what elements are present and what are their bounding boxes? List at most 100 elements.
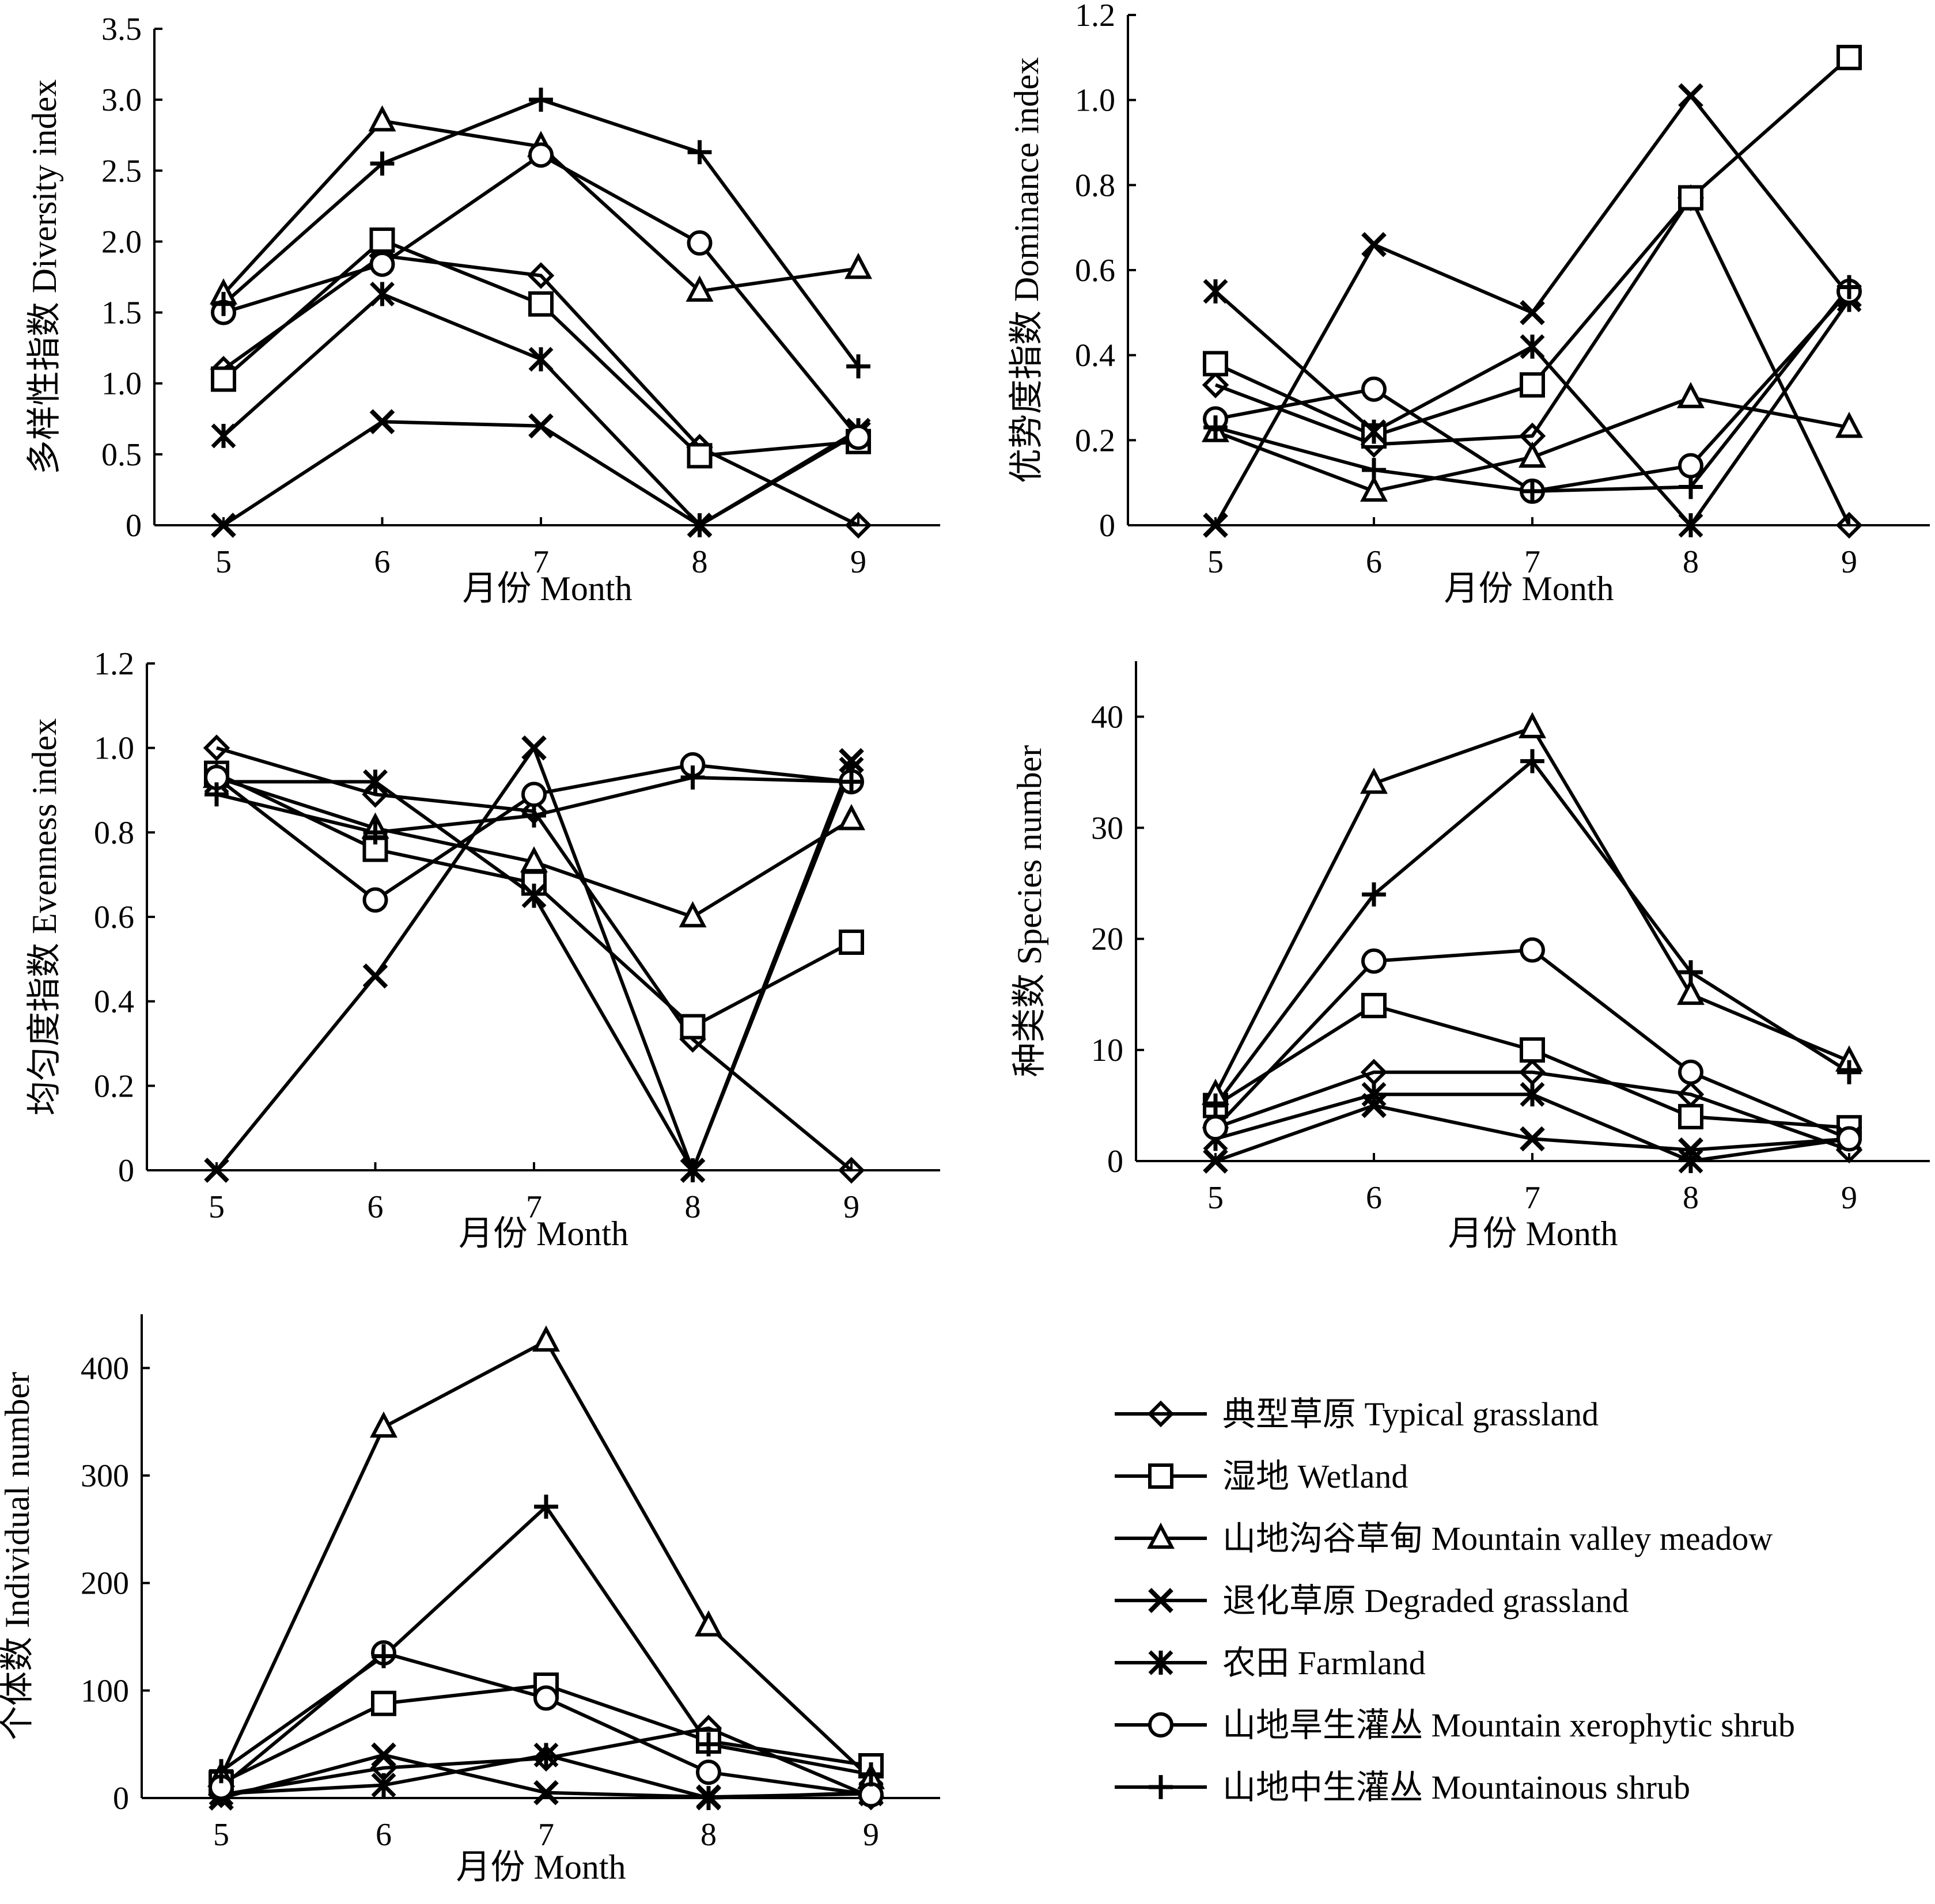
x-tick-label: 7	[526, 1189, 542, 1225]
triangle-marker	[1147, 1522, 1175, 1549]
series-points-plus	[211, 88, 870, 379]
plus-marker	[209, 1759, 233, 1784]
triangle-marker	[1360, 475, 1388, 502]
circle-marker	[1361, 948, 1387, 974]
series-line-square	[1214, 1003, 1850, 1130]
square-marker	[1520, 372, 1545, 398]
series-points-plus	[1203, 275, 1861, 503]
square-marker	[371, 1690, 396, 1716]
plus-marker	[1837, 275, 1861, 299]
plus-marker	[1203, 415, 1228, 440]
x-tick-label: 6	[376, 1817, 392, 1853]
square-marker	[839, 930, 864, 955]
legend-item-x: 退化草原 Degraded grassland	[1115, 1582, 1629, 1619]
x-marker	[1203, 513, 1228, 538]
y-tick-label: 3.5	[101, 12, 142, 47]
x-tick-label: 8	[1683, 1180, 1699, 1216]
square-marker	[1148, 1463, 1173, 1489]
x-marker	[1148, 1588, 1173, 1613]
square-marker	[687, 443, 713, 469]
x-marker	[528, 413, 554, 439]
series-points-triangle	[207, 1325, 885, 1789]
plus-marker	[859, 1762, 883, 1787]
legend-label: 退化草原 Degraded grassland	[1222, 1582, 1629, 1619]
plus-marker	[687, 140, 712, 165]
y-tick-label: 1.0	[94, 731, 134, 767]
series-points-circle	[209, 1640, 884, 1808]
y-tick-label: 0.4	[94, 984, 134, 1020]
y-tick-label: 200	[81, 1566, 129, 1602]
y-tick-label: 400	[81, 1351, 129, 1386]
circle-marker	[1203, 1115, 1228, 1141]
y-axis-title: 多样性指数 Diversity index	[25, 79, 63, 475]
x-tick-label: 9	[1841, 544, 1857, 580]
series-points-diamond	[210, 242, 872, 539]
y-tick-label: 0.4	[1075, 338, 1115, 374]
y-tick-label: 0.6	[1075, 253, 1115, 289]
x-marker	[211, 513, 236, 538]
x-axis-title: 月份 Month	[1444, 570, 1614, 608]
x-axis-title: 月份 Month	[456, 1848, 626, 1886]
x-tick-label: 9	[850, 544, 866, 580]
square-marker	[1520, 1037, 1545, 1063]
series-points-asterisk	[211, 282, 871, 538]
x-tick-label: 5	[1207, 1180, 1224, 1216]
y-tick-label: 0	[126, 508, 142, 544]
plus-marker	[1679, 960, 1703, 984]
square-marker	[1361, 992, 1387, 1018]
x-marker	[533, 1780, 559, 1806]
diamond-marker	[1835, 511, 1863, 539]
triangle-marker	[368, 105, 396, 132]
x-marker	[1678, 83, 1703, 109]
y-tick-label: 2.5	[101, 153, 142, 189]
x-tick-label: 5	[215, 544, 232, 580]
series-points-plus	[1203, 749, 1861, 1118]
plus-marker	[529, 88, 553, 112]
asterisk-marker	[687, 513, 712, 538]
x-marker	[1361, 232, 1387, 257]
plus-marker	[522, 803, 546, 828]
square-marker	[1836, 44, 1862, 70]
chart-panel-4: 0 10 20 30 40 5 6 7 8 9 月份 Month 种类数 Species number	[1010, 661, 1930, 1253]
triangle-marker	[1519, 441, 1546, 468]
diamond-marker	[1147, 1400, 1175, 1428]
legend-label: 山地旱生灌丛 Mountain xerophytic shrub	[1222, 1706, 1795, 1744]
y-tick-label: 300	[81, 1458, 129, 1494]
x-tick-label: 8	[685, 1189, 701, 1225]
series-points-triangle	[210, 105, 872, 305]
plus-marker	[680, 765, 705, 790]
plus-marker	[1149, 1775, 1173, 1799]
x-tick-label: 5	[213, 1817, 229, 1853]
asterisk-marker	[533, 1742, 559, 1768]
x-marker	[362, 963, 388, 989]
triangle-marker	[845, 252, 872, 279]
asterisk-marker	[1148, 1650, 1173, 1675]
series-points-x	[1203, 83, 1862, 538]
circle-marker	[687, 230, 713, 256]
triangle-marker	[1360, 767, 1388, 794]
y-tick-label: 0	[1107, 1144, 1123, 1179]
plus-marker	[696, 1732, 721, 1757]
plus-marker	[839, 769, 864, 794]
x-tick-label: 6	[1366, 544, 1382, 580]
y-tick-label: 30	[1091, 810, 1123, 846]
plus-marker	[534, 1495, 558, 1519]
legend-item-asterisk: 农田 Farmland	[1115, 1644, 1426, 1682]
circle-marker	[369, 251, 395, 277]
circle-marker	[528, 142, 554, 168]
y-tick-label: 0.8	[94, 815, 134, 851]
circle-marker	[846, 424, 871, 450]
y-axis-title: 均匀度指数 Evenness index	[25, 718, 63, 1116]
circle-marker	[1678, 1059, 1703, 1085]
x-marker	[1520, 1126, 1545, 1152]
asterisk-marker	[680, 1158, 705, 1183]
plus-marker	[363, 820, 388, 845]
y-tick-label: 3.0	[101, 82, 142, 118]
x-marker	[204, 1158, 229, 1183]
x-marker	[371, 1742, 396, 1768]
x-tick-label: 9	[863, 1817, 879, 1853]
square-marker	[528, 291, 554, 317]
triangle-marker	[1519, 712, 1546, 738]
x-tick-label: 6	[374, 544, 391, 580]
circle-marker	[1520, 937, 1545, 963]
